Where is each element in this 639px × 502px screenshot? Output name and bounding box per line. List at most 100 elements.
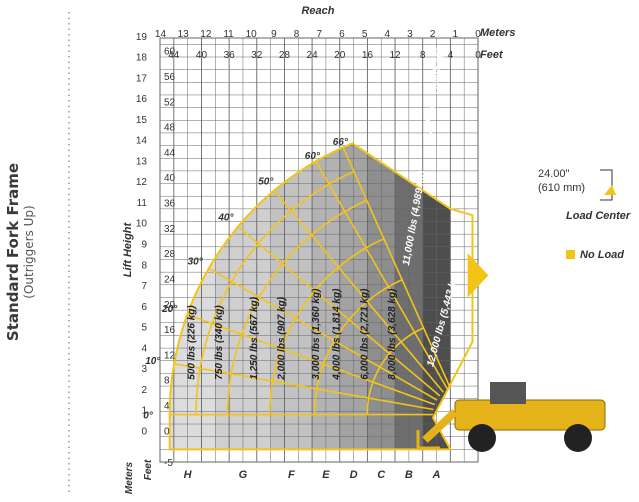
capacity-label: 3,000 lbs (1,360 kg) [311, 288, 322, 380]
y-tick-meters: 4 [141, 343, 147, 354]
y-tick-feet: 60 [164, 47, 176, 58]
x-tick-meters: 11 [223, 29, 234, 40]
angle-label: 10° [145, 356, 161, 367]
x-tick-feet: 28 [279, 50, 291, 61]
boom-extension-arc [366, 327, 424, 415]
y-tick-meters: 13 [136, 156, 148, 167]
x-tick-meters: 8 [294, 29, 300, 40]
boom-angle-ray [208, 267, 438, 401]
x-tick-meters: 4 [384, 29, 390, 40]
y-tick-meters: 2 [141, 385, 147, 396]
y-tick-meters: 17 [136, 73, 148, 84]
capacity-label: 9,500 lbs (4,309 kg) [422, 47, 446, 139]
legend-swatch [566, 250, 575, 259]
y-tick-meters: 11 [137, 198, 148, 209]
y-tick-feet: 40 [164, 173, 176, 184]
y-tick-meters: 19 [136, 32, 148, 43]
zone-letter: A [432, 469, 441, 481]
machine-wheel-front [468, 424, 496, 452]
capacity-label: 4,000 lbs (1,814 kg) [332, 288, 343, 381]
zone-letter: E [322, 469, 330, 481]
zone-band [169, 143, 216, 450]
load-center-dimension: 24.00" (610 mm) [538, 167, 585, 195]
telehandler-icon [416, 382, 606, 452]
y-tick-meters: 5 [141, 323, 147, 334]
y-tick-feet: 4 [164, 401, 170, 412]
x-tick-meters: 6 [339, 29, 345, 40]
machine-cab [490, 382, 526, 404]
boom-angle-ray [342, 147, 452, 389]
zone-letter: F [288, 469, 295, 481]
plot-frame [159, 37, 479, 463]
angle-label: 30° [188, 256, 204, 267]
y-tick-feet: 0 [164, 426, 170, 437]
machine-forks [416, 430, 440, 450]
x-tick-meters: 2 [430, 29, 436, 40]
angle-label: 60° [305, 151, 321, 162]
no-load-triangle [467, 253, 489, 298]
envelope-outline [168, 142, 474, 451]
zone-band [270, 143, 313, 450]
load-center-fork-icon [604, 185, 616, 195]
x-tick-feet: 44 [168, 50, 180, 61]
y-tick-feet: 32 [164, 224, 176, 235]
boom-extension-arc [195, 170, 355, 415]
capacity-label: 750 lbs (340 kg) [214, 305, 225, 380]
y-tick-meters: 18 [136, 53, 148, 64]
y-tick-meters: 3 [141, 364, 147, 375]
angle-label: 66° [333, 137, 349, 148]
x-tick-meters: 0 [475, 29, 481, 40]
machine-boom [422, 409, 458, 443]
y-tick-meters: 16 [136, 94, 148, 105]
x-tick-meters: 12 [200, 29, 212, 40]
y-tick-meters: 9 [141, 239, 147, 250]
y-tick-feet: 36 [164, 199, 176, 210]
boom-extension-arc [268, 238, 385, 415]
zone-letter: B [405, 469, 413, 481]
angle-label: 0° [143, 411, 154, 422]
y-tick-meters: 15 [136, 115, 148, 126]
zone-letter: H [184, 469, 193, 481]
capacity-label: 500 lbs (226 kg) [187, 305, 198, 380]
x-tick-feet: 40 [196, 50, 208, 61]
y-tick-meters: 0 [141, 426, 147, 437]
zone-letter: D [350, 469, 358, 481]
x-unit-meters: Meters [480, 27, 515, 39]
x-tick-meters: 10 [246, 29, 258, 40]
legend-no-load-label: No Load [580, 249, 624, 261]
capacity-label: 8,000 lbs (3,628 kg) [387, 288, 398, 380]
x-tick-feet: 36 [224, 50, 236, 61]
x-tick-meters: 14 [155, 29, 167, 40]
y-unit-feet: Feet [143, 459, 154, 480]
y-tick-meters: 8 [141, 260, 147, 271]
y-tick-feet: 8 [164, 376, 170, 387]
x-tick-feet: 32 [251, 50, 263, 61]
boom-angle-ray [237, 225, 441, 397]
capacity-label: 2,000 lbs (907 kg) [276, 296, 287, 380]
capacity-label: 1,250 lbs (567 kg) [249, 296, 260, 379]
x-tick-feet: 8 [420, 50, 426, 61]
y-tick-feet: 48 [164, 123, 176, 134]
x-tick-feet: 12 [389, 50, 401, 61]
y-tick-feet: 12 [164, 350, 176, 361]
x-unit-feet: Feet [480, 49, 504, 61]
angle-label: 50° [258, 177, 274, 188]
x-tick-meters: 1 [453, 29, 459, 40]
angle-label: 40° [217, 212, 234, 223]
y-tick-meters: 7 [141, 281, 147, 292]
x-tick-feet: 16 [362, 50, 374, 61]
x-tick-feet: 24 [307, 50, 319, 61]
zone-letter: C [377, 469, 386, 481]
x-axis-title: Reach [301, 5, 334, 17]
boom-extension-arc [226, 199, 368, 415]
x-tick-meters: 5 [362, 29, 368, 40]
y-tick-feet: 24 [164, 274, 176, 285]
boom-angle-ray [315, 160, 449, 390]
load-center-inches: 24.00" [538, 168, 570, 180]
legend-no-load: No Load [566, 249, 624, 261]
y-tick-feet: 28 [164, 249, 176, 260]
y-tick-meters: 6 [141, 302, 147, 313]
load-center-label: Load Center [566, 210, 631, 222]
angle-label: 20° [161, 304, 178, 315]
